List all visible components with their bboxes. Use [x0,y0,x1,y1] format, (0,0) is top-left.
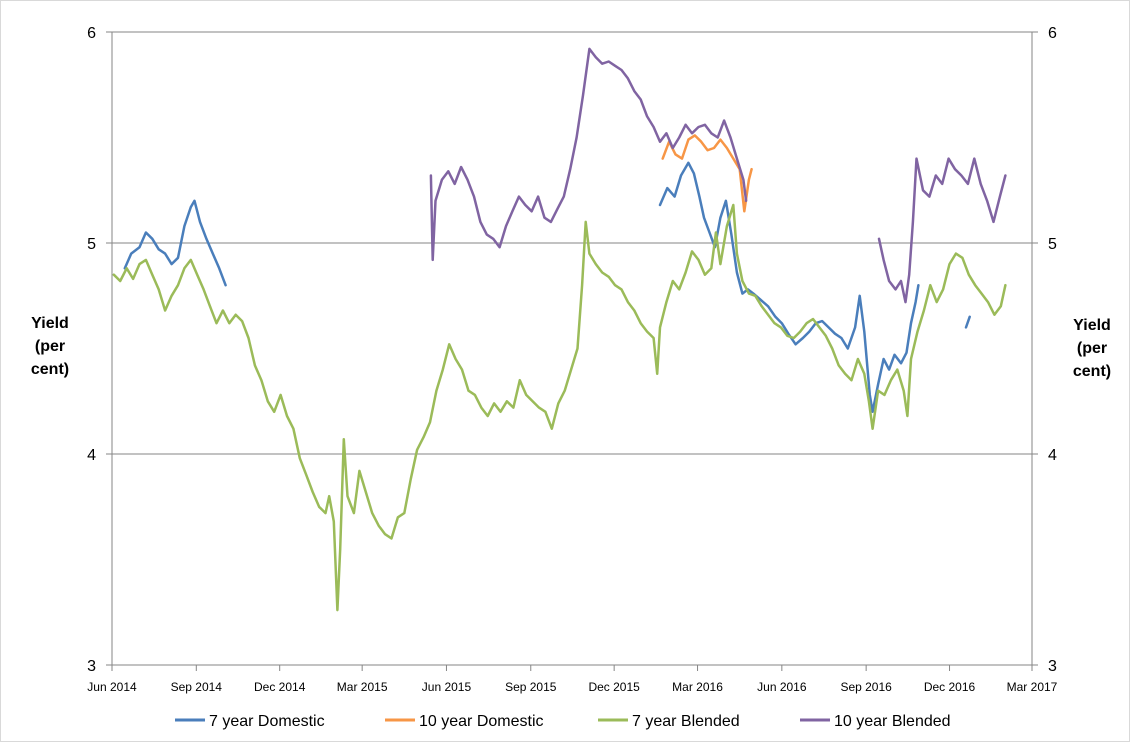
series-layer [112,47,1007,612]
x-tick-label: Dec 2016 [924,680,976,694]
y-tick-label-left-4: 4 [87,447,96,464]
y-axis-title-left: Yield (per cent) [31,315,69,378]
x-tick-label: Jun 2014 [87,680,137,694]
legend-label-10-year-blended: 10 year Blended [834,713,951,730]
series-line-10-year-domestic-seg0 [661,134,753,213]
x-tick-label: Jun 2015 [422,680,472,694]
x-tick-label: Sep 2016 [840,680,892,694]
labels-layer: 3 3 4 4 5 5 6 6 Jun 2014 Sep 2014 Dec 2014 Mar 2015… [31,25,1111,694]
series-line-7-year-blended-seg0 [112,203,1007,612]
series-line-10-year-blended-seg0 [429,47,748,262]
series-line-7-year-domestic-seg1 [658,161,920,414]
y-tick-label-right-4: 4 [1048,447,1057,464]
x-tick-label: Mar 2017 [1007,680,1058,694]
x-tick-label: Jun 2016 [757,680,807,694]
y-tick-label-left-6: 6 [87,25,96,42]
y-tick-label-left-5: 5 [87,236,96,253]
legend-label-10-year-domestic: 10 year Domestic [419,713,544,730]
y-axis-title-right-line: cent) [1073,363,1111,380]
series-line-10-year-blended-seg1 [877,157,1007,304]
y-axis-title-left-line: cent) [31,361,69,378]
x-tick-label: Mar 2016 [672,680,723,694]
x-tick-label: Dec 2015 [588,680,640,694]
axes-layer [106,31,1038,671]
series-line-7-year-domestic-seg0 [123,199,227,287]
y-axis-title-right: Yield (per cent) [1073,317,1111,380]
y-tick-label-left-3: 3 [87,658,96,675]
legend-label-7-year-blended: 7 year Blended [632,713,740,730]
x-tick-label: Sep 2014 [171,680,223,694]
y-axis-title-left-line: (per [35,338,65,355]
y-tick-label-right-5: 5 [1048,236,1057,253]
y-tick-label-right-6: 6 [1048,25,1057,42]
x-tick-label: Sep 2015 [505,680,557,694]
legend: 7 year Domestic 10 year Domestic 7 year Bl… [175,713,951,730]
x-tick-label: Mar 2015 [337,680,388,694]
y-tick-label-right-3: 3 [1048,658,1057,675]
x-tick-label: Dec 2014 [254,680,306,694]
legend-label-7-year-domestic: 7 year Domestic [209,713,325,730]
y-axis-title-right-line: (per [1077,340,1107,357]
series-line-7-year-domestic-seg2 [964,315,971,329]
y-axis-title-right-line: Yield [1073,317,1111,334]
y-axis-title-left-line: Yield [31,315,69,332]
